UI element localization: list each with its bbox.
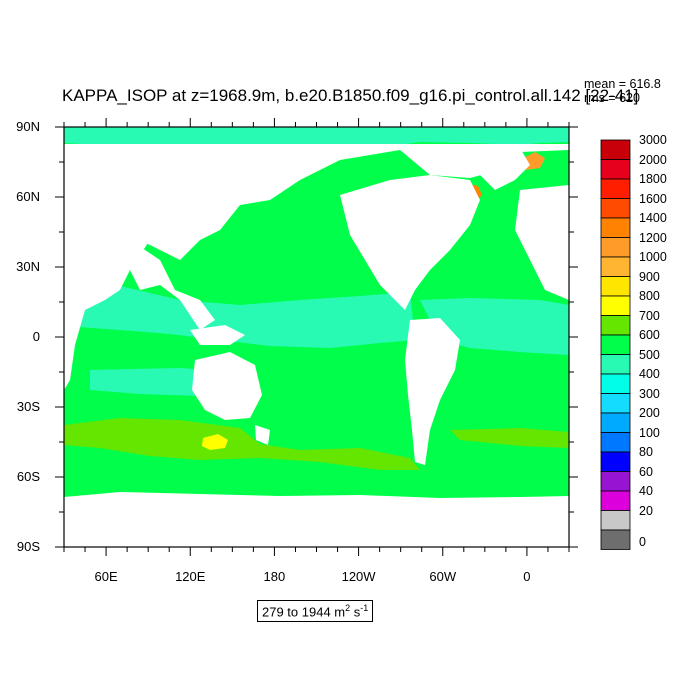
y-axis-label: 60S bbox=[16, 469, 40, 484]
x-axis-label: 120W bbox=[341, 569, 376, 584]
axis-ticks bbox=[55, 118, 578, 556]
y-axis-label: 0 bbox=[32, 329, 40, 344]
antarctica-land bbox=[64, 492, 569, 547]
colorbar-swatch bbox=[600, 510, 631, 531]
colorbar-label: 900 bbox=[639, 269, 660, 284]
colorbar-label: 40 bbox=[639, 484, 653, 498]
colorbar-swatch bbox=[600, 178, 631, 199]
australia-land bbox=[192, 352, 262, 420]
colorbar-swatch bbox=[600, 393, 631, 414]
x-axis-label: 60W bbox=[429, 569, 457, 584]
north-america-land bbox=[340, 175, 480, 310]
colorbar-label: 500 bbox=[639, 347, 660, 362]
colorbar-swatch bbox=[600, 276, 631, 297]
colorbar-swatch bbox=[600, 412, 631, 433]
colorbar-swatch bbox=[600, 354, 631, 375]
colorbar-label: 700 bbox=[639, 308, 660, 323]
range-sup-1: 2 bbox=[345, 603, 351, 613]
colorbar-label: 1600 bbox=[639, 191, 667, 206]
colorbar-label: 1200 bbox=[639, 230, 667, 245]
colorbar-swatch bbox=[600, 217, 631, 238]
x-axis-label: 60E bbox=[94, 569, 118, 584]
southern-ocean-band bbox=[64, 418, 420, 470]
map-plot-area bbox=[64, 127, 569, 547]
south-asia-land bbox=[130, 240, 215, 330]
range-text: 279 to 1944 m bbox=[262, 604, 346, 620]
europe-africa-land bbox=[515, 185, 569, 300]
colorbar-swatch bbox=[600, 237, 631, 258]
colorbar-swatch bbox=[600, 529, 631, 550]
new-zealand-land bbox=[255, 425, 270, 445]
range-mid: s bbox=[350, 604, 361, 620]
south-atlantic-band bbox=[450, 428, 569, 448]
colorbar-label: 2000 bbox=[639, 152, 667, 167]
local-maximum-patch bbox=[202, 434, 228, 450]
colorbar-label: 800 bbox=[639, 289, 660, 303]
south-america-land bbox=[405, 318, 460, 465]
colorbar bbox=[600, 139, 631, 550]
y-axis-label: 30S bbox=[16, 399, 40, 414]
colorbar-label: 600 bbox=[639, 328, 660, 342]
rms-stat: rms = 620 bbox=[584, 91, 640, 105]
colorbar-swatch bbox=[600, 139, 631, 160]
maritime-continent-land bbox=[190, 325, 245, 345]
data-range-box: 279 to 1944 m2 s-1 bbox=[257, 600, 374, 623]
colorbar-label: 1800 bbox=[639, 172, 667, 186]
colorbar-swatch bbox=[600, 256, 631, 277]
y-axis-label: 90N bbox=[16, 119, 40, 134]
colorbar-swatch bbox=[600, 451, 631, 472]
greenland-land bbox=[470, 148, 530, 190]
colorbar-swatch bbox=[600, 159, 631, 180]
colorbar-label: 1400 bbox=[639, 211, 667, 225]
colorbar-swatch bbox=[600, 295, 631, 316]
x-axis-label: 0 bbox=[523, 569, 531, 584]
y-axis-label: 90S bbox=[16, 539, 40, 554]
colorbar-label: 20 bbox=[639, 503, 653, 518]
colorbar-label: 200 bbox=[639, 406, 660, 420]
map-title: KAPPA_ISOP at z=1968.9m, b.e20.B1850.f09… bbox=[62, 86, 639, 105]
colorbar-swatch bbox=[600, 334, 631, 355]
land-masses bbox=[64, 144, 569, 547]
y-axis-label: 60N bbox=[16, 189, 40, 204]
colorbar-label: 400 bbox=[639, 367, 660, 381]
colorbar-label: 1000 bbox=[639, 250, 667, 264]
range-sup-2: -1 bbox=[360, 603, 369, 613]
africa-land bbox=[64, 195, 150, 390]
mean-stat: mean = 616.8 bbox=[584, 77, 661, 91]
x-axis-label: 180 bbox=[263, 569, 286, 584]
equatorial-band bbox=[64, 286, 415, 348]
colorbar-swatch bbox=[600, 373, 631, 394]
colorbar-label: 60 bbox=[639, 464, 653, 479]
colorbar-swatch bbox=[600, 471, 631, 492]
colorbar-label: 100 bbox=[639, 425, 660, 440]
eurasia-land bbox=[64, 144, 569, 260]
colorbar-swatch bbox=[600, 490, 631, 511]
colorbar-swatch bbox=[600, 432, 631, 453]
colorbar-label: 3000 bbox=[639, 133, 667, 147]
colorbar-label: 300 bbox=[639, 386, 660, 401]
x-axis-label: 120E bbox=[175, 569, 206, 584]
colorbar-label: 0 bbox=[639, 535, 646, 549]
colorbar-swatch bbox=[600, 315, 631, 336]
colorbar-label: 80 bbox=[639, 445, 653, 459]
colorbar-swatch bbox=[600, 198, 631, 219]
y-axis-label: 30N bbox=[16, 259, 40, 274]
